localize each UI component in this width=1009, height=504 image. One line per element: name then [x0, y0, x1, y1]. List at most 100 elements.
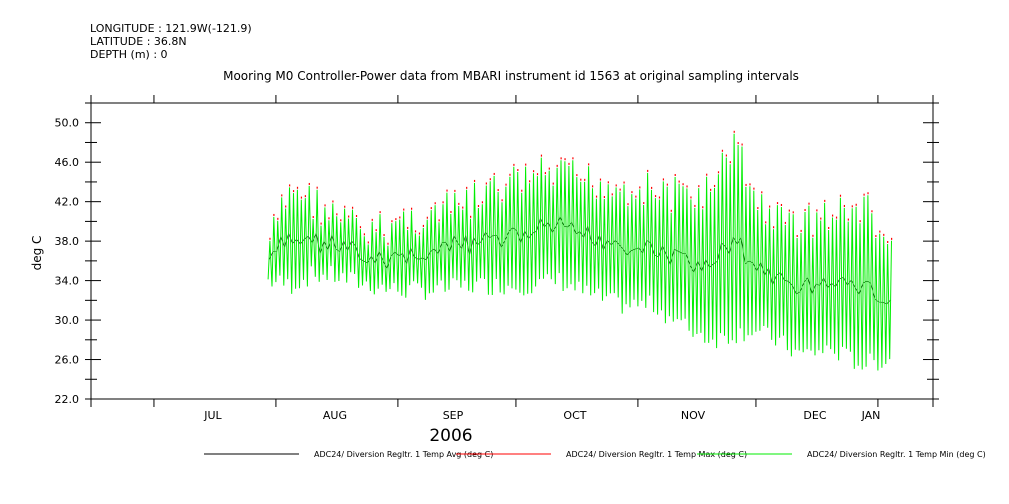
series-max-point	[832, 214, 834, 217]
series-max-point	[859, 220, 861, 223]
series-max-point	[631, 191, 633, 194]
series-max-point	[371, 218, 373, 221]
series-max-point	[517, 169, 519, 172]
series-max-point	[509, 173, 511, 176]
series-max-point	[839, 194, 842, 197]
series-max-point	[725, 154, 727, 157]
series-max-point	[489, 178, 491, 181]
series-max-point	[568, 162, 570, 165]
series-max-point	[753, 187, 755, 190]
y-tick-label: 22.0	[55, 393, 80, 406]
series-max-point	[576, 174, 578, 177]
series-max-point	[784, 221, 786, 224]
plot-frame	[90, 102, 934, 400]
series-max-point	[867, 192, 869, 195]
series-max-point	[800, 229, 802, 232]
series-max-point	[348, 215, 350, 218]
series-max-point	[540, 154, 543, 157]
series-max-point	[713, 184, 716, 187]
series-max-point	[355, 215, 358, 218]
chart-title: Mooring M0 Controller-Power data from MB…	[223, 69, 799, 83]
series-max-point	[883, 233, 885, 236]
series-max-point	[812, 234, 814, 237]
series-max-point	[615, 184, 617, 187]
series-max-point	[662, 178, 665, 181]
series-max-point	[493, 172, 495, 175]
series-max-point	[532, 170, 535, 173]
series-max-point	[379, 211, 381, 214]
series-max-point	[651, 186, 653, 189]
series-max-point	[367, 241, 369, 244]
series-max-point	[536, 173, 539, 176]
series-max-point	[383, 234, 385, 237]
series-max-point	[678, 180, 680, 183]
series-max-point	[289, 184, 291, 187]
series-max-point	[359, 226, 362, 229]
series-max-point	[292, 190, 295, 193]
series-max-point	[733, 130, 735, 133]
series-max-point	[855, 203, 857, 206]
series-max-point	[674, 174, 676, 177]
series-max-point	[757, 207, 759, 210]
series-max-point	[340, 219, 342, 222]
series-max-point	[706, 173, 708, 176]
series-max-point	[686, 185, 688, 188]
plot-border	[90, 102, 934, 400]
series-max-point	[776, 202, 779, 205]
series-max-point	[879, 230, 881, 233]
series-max-point	[426, 216, 428, 219]
series-max-point	[737, 142, 739, 145]
y-tick-label: 46.0	[55, 156, 80, 169]
x-axis-label: 2006	[429, 426, 472, 446]
series-max-point	[595, 195, 598, 198]
y-tick-label: 50.0	[55, 117, 80, 130]
series-max-point	[454, 189, 456, 192]
series-max-point	[702, 206, 704, 209]
x-axis: JUL AUG SEP OCT NOV DEC JAN	[90, 95, 934, 422]
series-max-point	[611, 193, 613, 196]
y-tick-label: 38.0	[55, 235, 80, 248]
series-max-point	[835, 216, 838, 219]
series-max-point	[422, 224, 425, 227]
series-max-point	[470, 215, 472, 218]
series-max-point	[332, 200, 334, 203]
x-tick-label: SEP	[443, 409, 464, 422]
series-max-point	[281, 194, 283, 197]
series-max-point	[788, 209, 790, 212]
series-max-point	[887, 241, 889, 244]
series-max-point	[694, 204, 696, 207]
series-max-point	[851, 205, 853, 208]
series-max-point	[772, 226, 775, 229]
series-max-point	[399, 216, 401, 219]
series-max-point	[411, 207, 413, 210]
series-max-point	[863, 193, 865, 196]
series-max-point	[312, 216, 314, 219]
series-max-point	[407, 226, 409, 229]
y-axis-label: deg C	[30, 236, 44, 271]
series-max-point	[438, 219, 440, 222]
longitude-label: LONGITUDE : 121.9W(-121.9)	[90, 22, 252, 35]
series-max-point	[682, 183, 684, 186]
series-max-point	[450, 210, 452, 213]
series-max-point	[521, 189, 523, 192]
series-max-point	[308, 182, 310, 185]
series-max-point	[442, 201, 444, 204]
y-axis: 22.0 26.0 30.0 34.0 38.0 42.0 46.0 50.0	[55, 102, 939, 406]
series-max-point	[780, 203, 783, 206]
depth-label: DEPTH (m) : 0	[90, 48, 168, 61]
series-max-point	[446, 189, 448, 192]
series-max-point	[875, 235, 877, 238]
series-max-point	[580, 178, 582, 181]
series-max-point	[769, 205, 771, 208]
legend: ADC24/ Diversion Regltr. 1 Temp Avg (deg…	[204, 450, 986, 459]
series-max-point	[603, 196, 605, 199]
y-tick-label: 26.0	[55, 354, 80, 367]
x-tick-label: JAN	[861, 409, 881, 422]
series-max-point	[741, 143, 743, 146]
series-max-point	[820, 217, 822, 220]
series-max-point	[320, 222, 322, 225]
series-max-point	[623, 181, 625, 184]
series-max-point	[351, 206, 354, 209]
series-max-point	[710, 188, 712, 191]
